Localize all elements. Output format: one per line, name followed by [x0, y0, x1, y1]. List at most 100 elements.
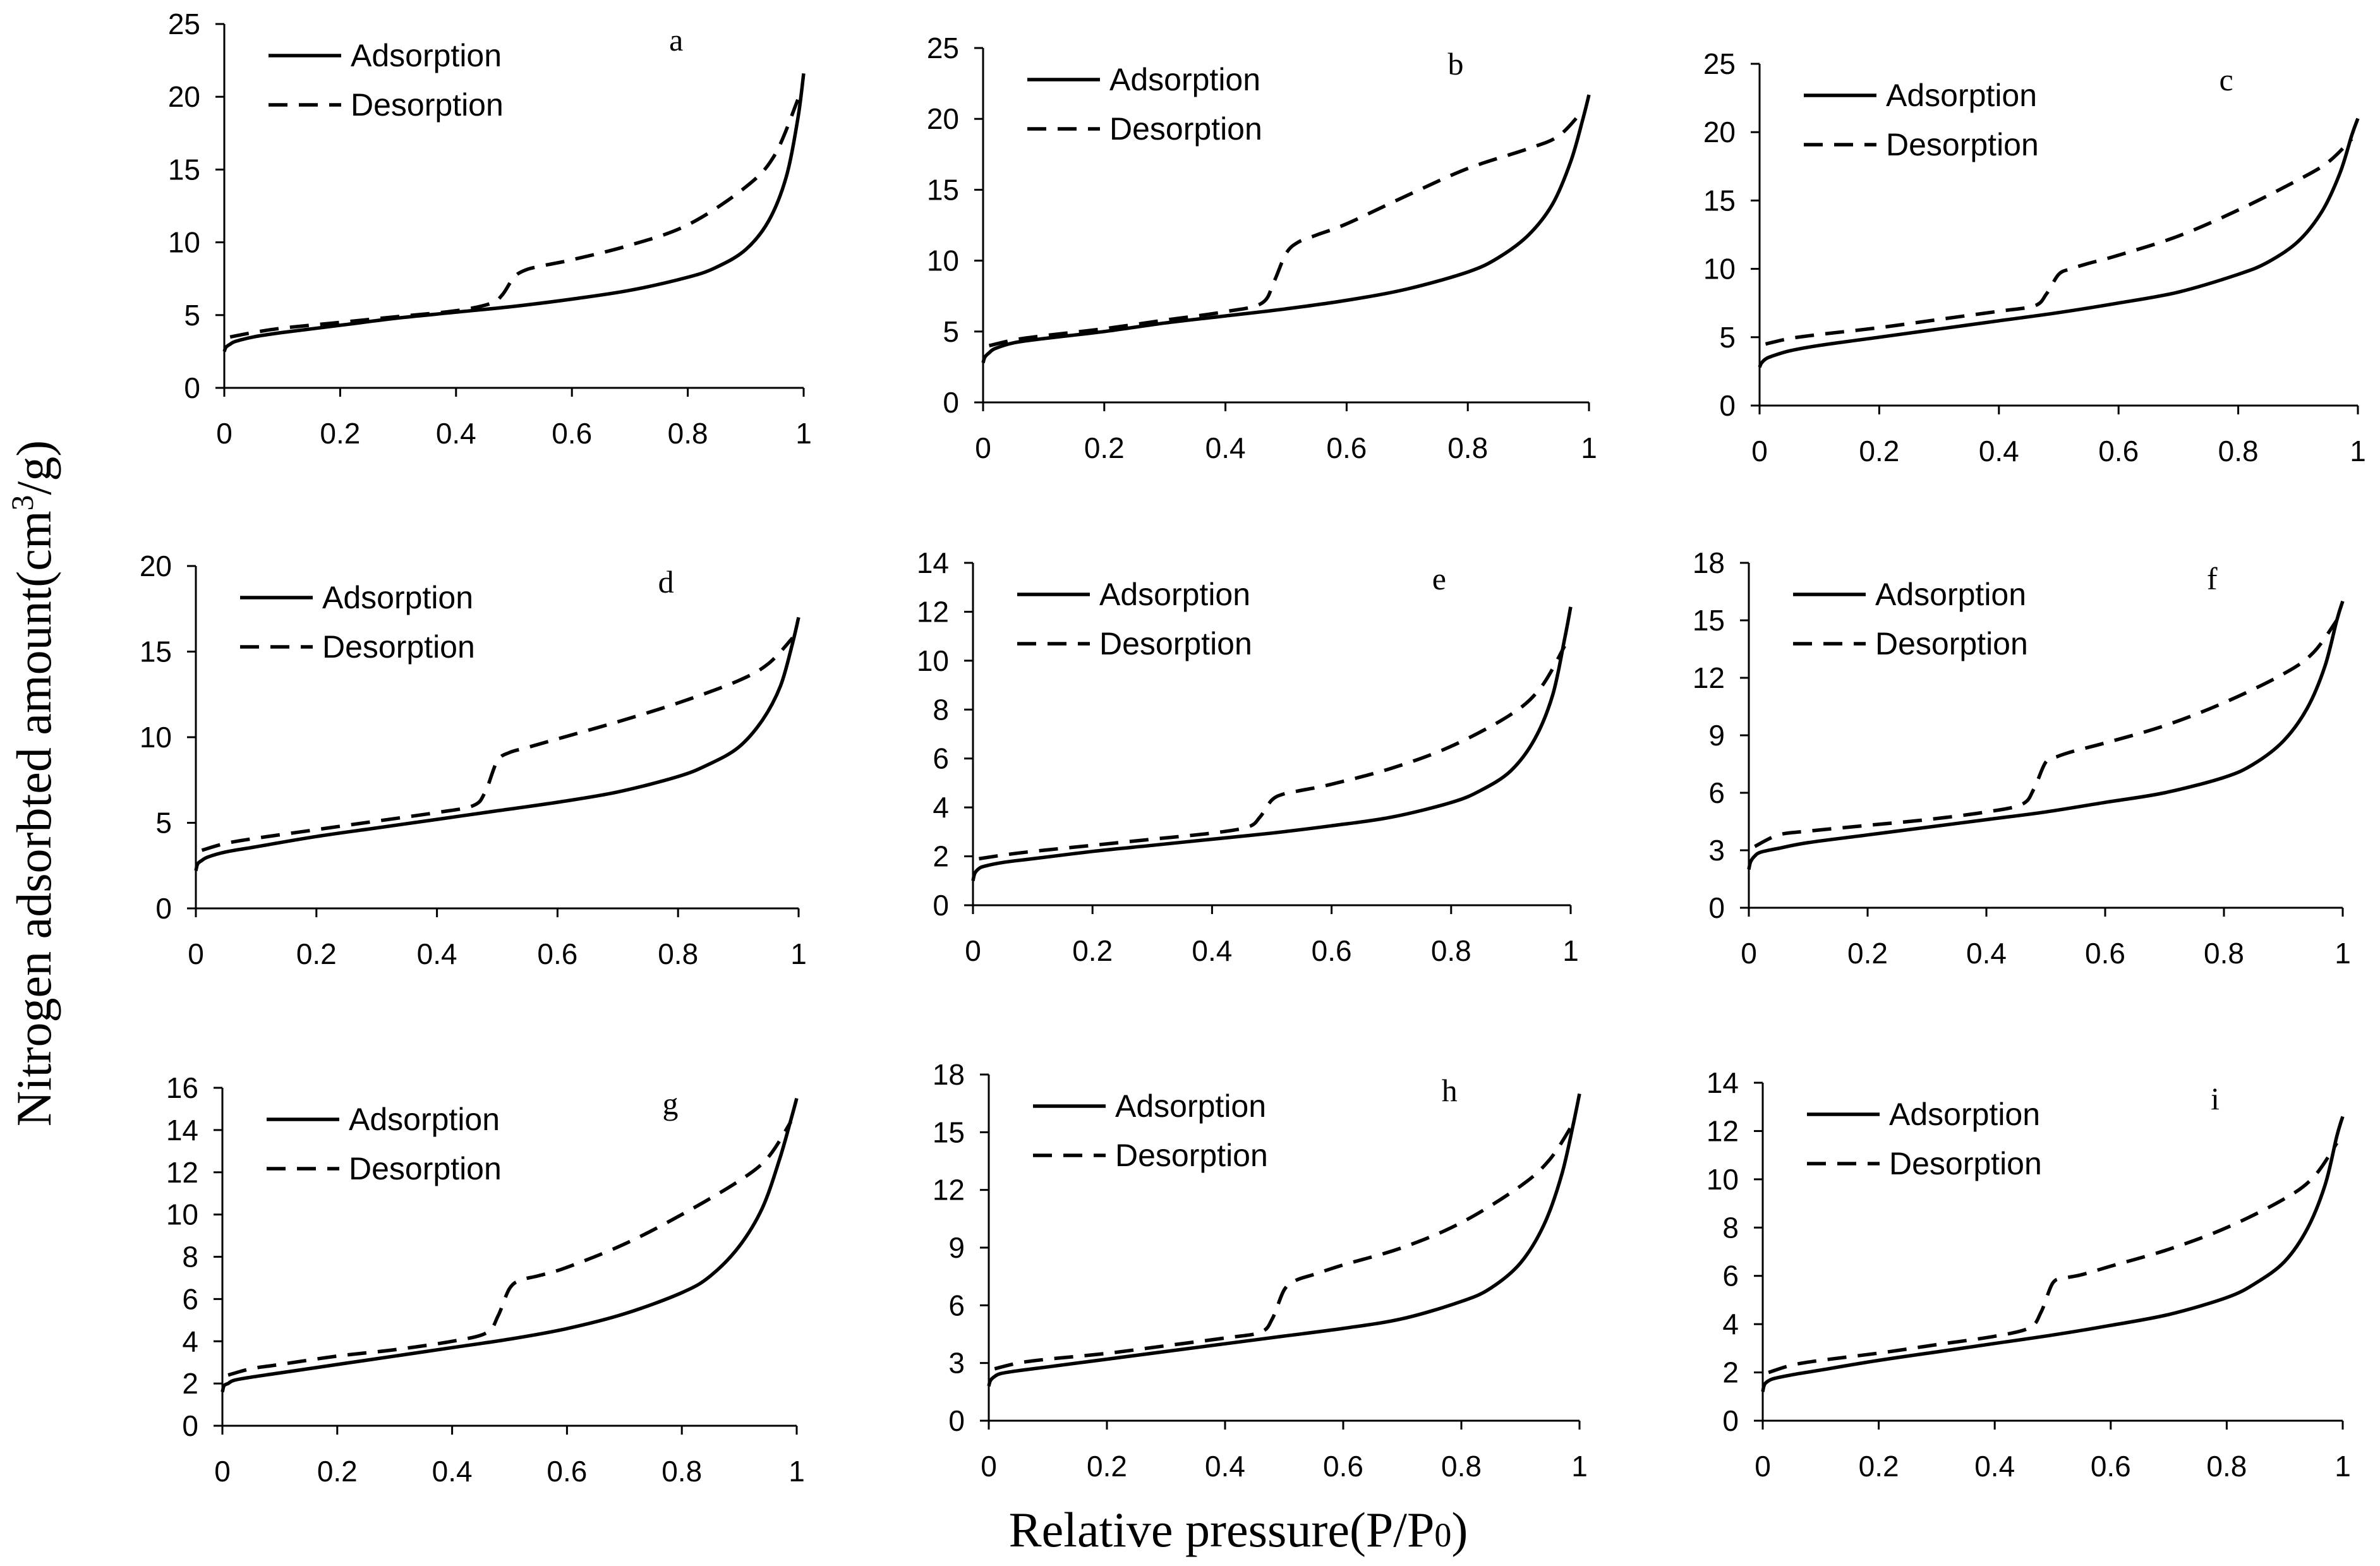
- legend-label-desorption: Desorption: [1099, 626, 1252, 661]
- y-tick-label: 5: [184, 299, 200, 332]
- x-tick-label: 0.2: [296, 937, 337, 970]
- y-tick-label: 2: [933, 840, 949, 873]
- legend-label-adsorption: Adsorption: [1886, 78, 2037, 113]
- y-tick-label: 8: [933, 693, 949, 726]
- y-tick-label: 10: [927, 244, 959, 277]
- legend-label-desorption: Desorption: [322, 629, 475, 665]
- chart-panel-i: 0 2 4 6 8 10 12 14 0 0.2 0.4 0.6 0.8 1 Adsorption Desor…: [1706, 1066, 2351, 1483]
- y-tick-label: 0: [184, 371, 200, 404]
- x-tick-label: 0.6: [547, 1455, 587, 1488]
- x-tick-label: 0.2: [1859, 1450, 1899, 1483]
- legend-label-desorption: Desorption: [1889, 1146, 2042, 1181]
- adsorption-curve: [1747, 600, 2345, 870]
- x-tick-label: 0.2: [1859, 435, 1899, 467]
- chart-panel-d: 0 5 10 15 20 0 0.2 0.4 0.6 0.8 1 Adsorption Desorpti…: [140, 550, 807, 970]
- x-tick-label: 0: [965, 934, 981, 967]
- x-axis-title: Relative pressure(P/P0): [1009, 1502, 1468, 1557]
- x-tick-label: 0.4: [1205, 1450, 1245, 1483]
- y-tick-label: 6: [933, 742, 949, 775]
- x-tick-label: 1: [795, 417, 812, 450]
- y-tick-label: 14: [917, 546, 949, 579]
- y-tick-label: 0: [1722, 1404, 1739, 1437]
- y-tick-label: 25: [168, 8, 200, 40]
- y-tick-label: 6: [1708, 776, 1725, 809]
- y-tick-label: 6: [1722, 1260, 1739, 1292]
- x-tick-label: 0.2: [1084, 431, 1125, 464]
- x-tick-label: 1: [1562, 934, 1579, 967]
- x-tick-label: 0: [188, 937, 204, 970]
- x-tick-label: 0: [975, 431, 991, 464]
- adsorption-curve: [981, 94, 1591, 364]
- x-tick-label: 0.6: [537, 937, 577, 970]
- desorption-curve: [1754, 619, 2338, 848]
- x-tick-label: 1: [790, 937, 807, 970]
- panel-label-c: c: [2220, 62, 2233, 97]
- y-tick-label: 6: [182, 1282, 198, 1315]
- x-axis-title-sub: 0: [1434, 1516, 1451, 1554]
- x-tick-label: 0.8: [1441, 1450, 1482, 1483]
- x-tick-label: 0.6: [1326, 431, 1367, 464]
- chart-panel-b: 0 5 10 15 20 25 0 0.2 0.4 0.6 0.8 1 Adsorption Desorp…: [927, 32, 1597, 464]
- x-tick-label: 1: [2350, 435, 2366, 467]
- adsorption-curve: [1761, 1116, 2345, 1392]
- y-tick-label: 2: [182, 1367, 198, 1400]
- y-tick-label: 12: [917, 595, 949, 628]
- desorption-curve: [227, 1121, 793, 1377]
- legend-label-adsorption: Adsorption: [1889, 1097, 2040, 1132]
- legend-label-desorption: Desorption: [349, 1151, 502, 1186]
- y-tick-label: 9: [948, 1231, 965, 1264]
- y-axis-title: Nitrogen adsorbted amount(cm3/g): [4, 440, 61, 1126]
- panel-label-e: e: [1432, 561, 1446, 596]
- chart-panel-f: 0 3 6 9 12 15 18 0 0.2 0.4 0.6 0.8 1 Adsorption Desorp…: [1693, 546, 2351, 970]
- y-tick-label: 5: [155, 807, 172, 840]
- desorption-curve: [229, 99, 800, 339]
- legend-label-desorption: Desorption: [1109, 111, 1262, 147]
- adsorption-curve: [194, 617, 800, 872]
- x-tick-label: 0.4: [417, 937, 457, 970]
- y-tick-label: 10: [1706, 1163, 1739, 1196]
- x-tick-label: 0.2: [1087, 1450, 1127, 1483]
- x-tick-label: 0.6: [1323, 1450, 1363, 1483]
- y-tick-label: 5: [1719, 321, 1736, 354]
- y-tick-label: 8: [182, 1241, 198, 1274]
- x-tick-label: 0.2: [320, 417, 360, 450]
- y-tick-label: 16: [166, 1071, 198, 1104]
- panel-label-i: i: [2211, 1081, 2220, 1116]
- y-tick-label: 20: [927, 102, 959, 135]
- y-tick-label: 0: [1719, 389, 1736, 422]
- adsorption-curve: [222, 73, 806, 352]
- y-tick-label: 5: [943, 315, 959, 348]
- x-tick-label: 0.4: [1974, 1450, 2015, 1483]
- x-tick-label: 0.4: [1205, 431, 1246, 464]
- y-tick-label: 25: [1703, 47, 1736, 80]
- desorption-curve: [988, 109, 1585, 347]
- x-tick-label: 0.4: [1979, 435, 2019, 467]
- x-tick-label: 0.8: [2206, 1450, 2247, 1483]
- panel-label-f: f: [2207, 561, 2218, 596]
- y-tick-label: 0: [155, 892, 172, 925]
- legend-label-adsorption: Adsorption: [351, 38, 502, 73]
- x-tick-label: 0.2: [1072, 934, 1113, 967]
- x-tick-label: 0.6: [2085, 937, 2125, 970]
- y-axis-title-suffix: /g): [6, 440, 61, 495]
- chart-panel-h: 0 3 6 9 12 15 18 0 0.2 0.4 0.6 0.8 1 Adsorption Desorp…: [933, 1058, 1588, 1483]
- y-tick-label: 0: [943, 386, 959, 419]
- desorption-curve: [1768, 1141, 2339, 1375]
- y-tick-label: 15: [1693, 604, 1725, 637]
- panel-label-a: a: [669, 22, 683, 57]
- y-tick-label: 12: [1693, 661, 1725, 694]
- adsorption-curve: [987, 1093, 1581, 1387]
- x-axis-title-prefix: Relative pressure(P/P: [1009, 1502, 1435, 1557]
- x-tick-label: 0.8: [2218, 435, 2259, 467]
- y-tick-label: 15: [140, 635, 172, 668]
- y-tick-label: 0: [1708, 891, 1725, 924]
- y-tick-label: 4: [1722, 1308, 1739, 1340]
- y-tick-label: 15: [927, 173, 959, 206]
- x-tick-label: 1: [788, 1455, 805, 1488]
- y-tick-label: 10: [140, 721, 172, 754]
- y-tick-label: 6: [948, 1289, 965, 1322]
- x-tick-label: 1: [2335, 937, 2351, 970]
- y-tick-label: 14: [166, 1114, 198, 1147]
- y-tick-label: 14: [1706, 1066, 1739, 1099]
